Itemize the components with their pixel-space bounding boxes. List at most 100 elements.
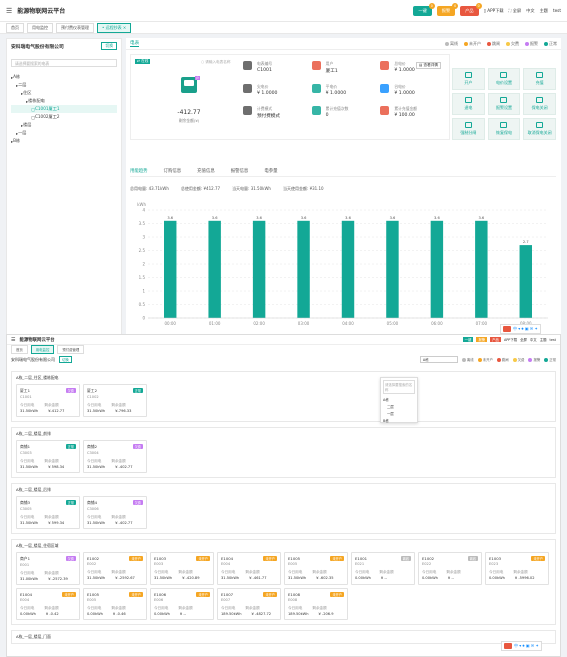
tree-node[interactable]: ▸ 二层 xyxy=(11,81,117,89)
product-button-2[interactable]: 产品 xyxy=(490,337,501,342)
meter-search[interactable]: ○ 请输入电表名称 xyxy=(201,60,231,64)
building-dropdown[interactable]: A栋 xyxy=(419,356,458,363)
meter-card[interactable]: 厦工2 C1002 正常 今日用电 剩余金额 31.50kWh ¥-796.33 xyxy=(83,384,147,417)
meter-card[interactable]: E1007 E007 未开户 今日用电 剩余金额 189.50kWh ¥ -4827.72 xyxy=(217,588,281,620)
tree-toggle-icon[interactable]: ▸ xyxy=(16,82,19,88)
dropdown-search[interactable]: 请选择要搜索的名称 xyxy=(383,380,415,394)
detail-button[interactable]: ▤ 查看详情 xyxy=(416,62,441,69)
meter-card[interactable]: 商铺2 C3004 欠费 今日用电 剩余金额 31.50kWh ¥ -402.77 xyxy=(83,440,147,473)
app-download-link-2[interactable]: APP下载 xyxy=(503,338,518,342)
tree-node[interactable]: ▢ C1001厦工1 xyxy=(11,105,117,113)
action-button[interactable]: 充值 xyxy=(523,68,556,90)
dropdown-item-b[interactable]: B栋 xyxy=(383,419,389,423)
meter-card[interactable]: E1002 E022 离线 今日用电 剩余金额 0.00kWh ¥ -- xyxy=(418,552,482,585)
action-button[interactable]: 恢复保电 xyxy=(487,118,521,140)
meter-id: E007 xyxy=(221,598,231,602)
tree-search-input[interactable]: 请选择要搜索的电表 xyxy=(11,59,117,67)
dropdown-item-a[interactable]: A栋 xyxy=(383,398,389,402)
action-button[interactable]: 开户 xyxy=(452,68,485,90)
meter-card[interactable]: E1008 E008 未开户 今日用电 剩余金额 189.50kWh ¥ -206.9 xyxy=(284,588,348,620)
meter-card[interactable]: 厦工1 C1001 欠费 今日用电 剩余金额 31.50kWh ¥-412.77 xyxy=(16,384,80,417)
alarm-button-2[interactable]: 报警 xyxy=(476,337,488,342)
legend-dot xyxy=(528,358,533,362)
theme-select[interactable]: 主题 xyxy=(539,7,548,13)
tab-prepaid-2[interactable]: 预付费管理 xyxy=(57,344,85,354)
subtab[interactable]: 电参量 xyxy=(264,169,278,174)
menu-icon-2[interactable]: ☰ xyxy=(11,336,16,343)
meter-card[interactable]: E1003 E003 未开户 今日用电 剩余金额 31.50kWh ¥ -420.89 xyxy=(150,552,214,585)
action-button[interactable]: 强制分闸 xyxy=(452,118,485,140)
balance: ¥ -2572.39 xyxy=(48,577,68,581)
tab-power-monitor-2[interactable]: 用电监控 xyxy=(30,344,55,354)
fullscreen-button-2[interactable]: 全屏 xyxy=(520,338,527,342)
tab-meter[interactable]: 电表 xyxy=(130,41,140,47)
user-menu-2[interactable]: test xyxy=(549,337,556,342)
language-select-2[interactable]: 中文 xyxy=(529,338,537,342)
meter-card[interactable]: E1004 E004 未开户 今日用电 剩余金额 31.50kWh ¥ -461.77 xyxy=(217,552,281,585)
subtab[interactable]: 订购信息 xyxy=(163,169,182,174)
tree-node[interactable]: ▢ C1002厦工2 xyxy=(11,113,117,121)
meter-card[interactable]: E1001 E021 离线 今日用电 剩余金额 0.00kWh ¥ -- xyxy=(351,552,415,585)
action-button[interactable]: 取消保电关闭 xyxy=(523,118,556,140)
balance: ¥ -602.35 xyxy=(316,576,334,580)
action-button[interactable]: 退电 xyxy=(452,93,485,115)
tree-node[interactable]: ▸ 楼栋配电 xyxy=(11,97,117,105)
tab-home[interactable]: 首页 xyxy=(6,22,24,33)
tab-power-monitor[interactable]: 用电监控 xyxy=(27,22,53,33)
floating-toolbar-2[interactable]: 中 ▾ ⏺ ▣ ✉ ✦ xyxy=(501,641,542,651)
meter-card[interactable]: E1004 E004 未开户 今日用电 剩余金额 0.00kWh ¥ -0.42 xyxy=(16,588,80,620)
switch-button[interactable]: 切换 xyxy=(101,42,117,50)
tree-toggle-icon[interactable]: ▸ xyxy=(11,138,14,144)
tab-prepaid[interactable]: 预付费仪表管理 xyxy=(56,22,94,33)
meter-name: 商户1 xyxy=(20,556,31,561)
alarm-button[interactable]: 报警 0 xyxy=(436,2,459,16)
action-button[interactable]: 保电关闭 xyxy=(523,93,556,115)
fullscreen-label: 全屏 xyxy=(512,7,522,13)
meter-card[interactable]: E1003 E023 未开户 今日用电 剩余金额 0.00kWh ¥ -5996.02 xyxy=(485,552,549,585)
meter-card[interactable]: 商铺3 C3005 正常 今日用电 剩余金额 31.50kWh ¥ 599.34 xyxy=(16,496,80,529)
language-select[interactable]: 中文 xyxy=(526,7,535,13)
menu-icon[interactable]: ☰ xyxy=(6,6,13,15)
fullscreen-button[interactable]: ⛶ 全屏 xyxy=(508,7,522,13)
status-badge: 未开户 xyxy=(330,556,344,561)
meter-card[interactable]: E1002 E002 未开户 今日用电 剩余金额 31.50kWh ¥ -2592.67 xyxy=(83,552,147,585)
bar-value-label: 2.7 xyxy=(523,240,529,244)
user-menu[interactable]: test xyxy=(552,8,561,13)
tree-toggle-icon[interactable]: ▸ xyxy=(11,74,14,80)
app-download-link[interactable]: ▯ APP下载 xyxy=(483,7,504,13)
tree-node[interactable]: ▸ 楼层 xyxy=(11,121,117,129)
floating-toolbar[interactable]: 中 ▾ ⏺ ▣ ✉ ✦ xyxy=(500,324,541,334)
tree-toggle-icon[interactable]: ▸ xyxy=(26,98,29,104)
tree-toggle-icon[interactable]: ▸ xyxy=(16,130,19,136)
dropdown-item-2f[interactable]: 二层 xyxy=(387,405,394,409)
action-button[interactable]: 报警设置 xyxy=(487,93,521,115)
meter-card[interactable]: E1006 E006 未开户 今日用电 剩余金额 0.00kWh ¥ -- xyxy=(150,588,214,620)
switch-button-2[interactable]: 切换 xyxy=(59,356,72,363)
tree-node[interactable]: ▸ 住区 xyxy=(11,89,117,97)
today-usage-label: 今日用电 xyxy=(87,403,102,407)
action-label: 恢复保电 xyxy=(495,130,512,135)
meter-card[interactable]: E1005 E005 未开户 今日用电 剩余金额 0.00kWh ¥ -0.46 xyxy=(83,588,147,620)
action-button[interactable]: 电价设置 xyxy=(487,68,521,90)
meter-card[interactable]: 商铺4 C3006 欠费 今日用电 剩余金额 31.50kWh ¥ -402.77 xyxy=(83,496,147,529)
dropdown-item-1f[interactable]: 一层 xyxy=(387,412,394,416)
tree-node[interactable]: ▸ 一层 xyxy=(11,129,117,137)
subtab[interactable]: 报警信息 xyxy=(230,169,249,174)
subtab[interactable]: 充值信息 xyxy=(197,169,215,174)
theme-select-2[interactable]: 主题 xyxy=(539,338,547,342)
tab-home-2[interactable]: 首页 xyxy=(11,344,28,354)
tree-toggle-icon[interactable]: ▢ xyxy=(31,106,35,112)
tab-remote-reading[interactable]: • 远程抄表 × xyxy=(97,22,132,33)
first-button[interactable]: 一键 0 xyxy=(413,2,435,16)
first-button-2[interactable]: 一键 xyxy=(462,337,474,342)
today-usage-label: 今日用电 xyxy=(87,606,102,610)
tree-toggle-icon[interactable]: ▢ xyxy=(31,114,35,120)
tree-node[interactable]: ▸ A栋 xyxy=(11,73,117,81)
tree-toggle-icon[interactable]: ▸ xyxy=(21,122,24,128)
meter-card[interactable]: 商铺1 C3003 正常 今日用电 剩余金额 31.50kWh ¥ 598.34 xyxy=(16,440,80,473)
tree-node[interactable]: ▸ B栋 xyxy=(11,137,117,145)
meter-card[interactable]: E1005 E005 未开户 今日用电 剩余金额 31.50kWh ¥ -602.35 xyxy=(284,552,348,585)
tree-toggle-icon[interactable]: ▸ xyxy=(21,90,24,96)
meter-card[interactable]: 商户1 E001 欠费 今日用电 剩余金额 31.00kWh ¥ -2572.39 xyxy=(16,552,80,585)
product-button[interactable]: 产品 0 xyxy=(460,2,482,16)
